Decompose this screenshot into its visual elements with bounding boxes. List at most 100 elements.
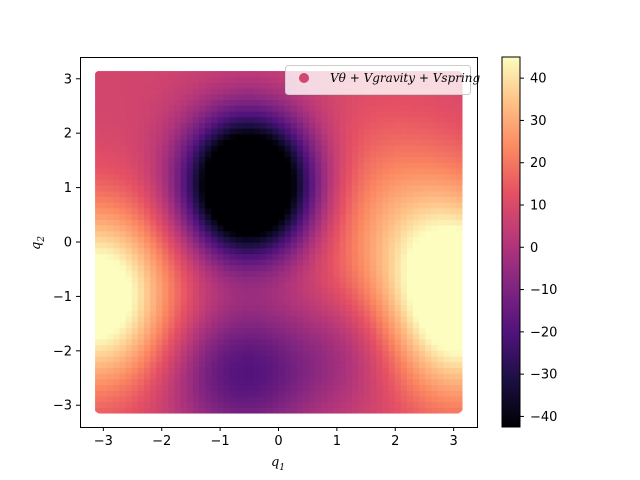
heatmap-cell: [229, 264, 237, 272]
heatmap-cell: [449, 128, 457, 135]
heatmap-cell: [113, 333, 121, 340]
heatmap-cell: [217, 145, 225, 152]
heatmap-cell: [217, 281, 225, 289]
heatmap-cell: [247, 304, 255, 311]
heatmap-cell: [272, 310, 280, 317]
heatmap-cell: [437, 247, 445, 254]
heatmap-cell: [217, 361, 225, 368]
heatmap-cell: [327, 355, 335, 363]
heatmap-cell: [443, 361, 451, 368]
colorbar-tick-label: 30: [530, 114, 547, 129]
heatmap-cell: [296, 213, 304, 220]
heatmap-cell: [199, 139, 206, 146]
heatmap-cell: [162, 93, 170, 101]
heatmap-cell: [290, 133, 298, 141]
heatmap-cell: [309, 395, 316, 403]
heatmap-cell: [266, 401, 273, 408]
heatmap-cell: [339, 185, 347, 192]
heatmap-cell: [180, 162, 188, 169]
heatmap-cell: [247, 373, 255, 380]
heatmap-cell: [339, 202, 347, 209]
heatmap-cell: [394, 384, 402, 391]
heatmap-cell: [260, 162, 267, 169]
heatmap-cell: [333, 327, 341, 334]
heatmap-cell: [455, 196, 463, 203]
heatmap-cell: [425, 390, 432, 397]
heatmap-cell: [419, 401, 426, 408]
heatmap-cell: [266, 230, 273, 237]
heatmap-cell: [296, 270, 304, 277]
heatmap-cell: [143, 298, 151, 306]
heatmap-cell: [143, 230, 151, 237]
heatmap-cell: [419, 253, 426, 260]
heatmap-cell: [272, 390, 280, 397]
heatmap-cell: [211, 259, 218, 266]
heatmap-cell: [223, 253, 231, 260]
heatmap-cell: [247, 167, 255, 175]
heatmap-cell: [309, 162, 316, 169]
heatmap-cell: [192, 196, 200, 203]
heatmap-cell: [125, 259, 133, 266]
heatmap-cell: [266, 179, 273, 186]
heatmap-cell: [431, 93, 439, 101]
heatmap-cell: [321, 310, 329, 317]
heatmap-cell: [290, 276, 298, 283]
heatmap-cell: [296, 116, 304, 123]
heatmap-cell: [143, 270, 151, 277]
heatmap-cell: [376, 384, 384, 391]
heatmap-cell: [174, 333, 182, 340]
heatmap-cell: [370, 361, 377, 368]
heatmap-cell: [131, 139, 139, 146]
heatmap-cell: [131, 298, 139, 306]
heatmap-cell: [254, 71, 261, 78]
heatmap-cell: [400, 321, 408, 329]
heatmap-cell: [394, 162, 402, 169]
heatmap-cell: [101, 236, 108, 243]
heatmap-cell: [168, 304, 176, 311]
heatmap-cell: [150, 350, 157, 357]
heatmap-cell: [290, 139, 298, 146]
heatmap-cell: [431, 338, 439, 346]
heatmap-cell: [174, 150, 182, 158]
heatmap-cell: [247, 259, 255, 266]
heatmap-cell: [357, 179, 365, 186]
heatmap-cell: [449, 224, 457, 232]
heatmap-cell: [394, 259, 402, 266]
heatmap-cell: [388, 139, 396, 146]
heatmap-cell: [419, 270, 426, 277]
heatmap-cell: [186, 264, 194, 272]
heatmap-cell: [425, 373, 432, 380]
heatmap-cell: [431, 304, 439, 311]
heatmap-cell: [333, 196, 341, 203]
heatmap-cell: [107, 139, 115, 146]
heatmap-cell: [156, 298, 163, 306]
heatmap-cell: [180, 139, 188, 146]
heatmap-cell: [272, 327, 280, 334]
heatmap-cell: [388, 145, 396, 152]
heatmap-cell: [321, 173, 329, 180]
heatmap-cell: [376, 361, 384, 368]
heatmap-cell: [278, 93, 286, 101]
heatmap-cell: [413, 276, 420, 283]
heatmap-cell: [309, 390, 316, 397]
heatmap-cell: [150, 116, 157, 123]
heatmap-cell: [168, 395, 176, 403]
heatmap-cell: [131, 105, 139, 112]
heatmap-cell: [95, 287, 102, 294]
heatmap-cell: [241, 276, 249, 283]
heatmap-cell: [211, 401, 218, 408]
heatmap-cell: [162, 190, 170, 198]
heatmap-cell: [205, 139, 212, 146]
heatmap-cell: [143, 207, 151, 215]
heatmap-cell: [425, 133, 432, 141]
heatmap-cell: [394, 281, 402, 289]
heatmap-cell: [156, 338, 163, 346]
heatmap-cell: [107, 150, 115, 158]
heatmap-cell: [192, 367, 200, 374]
heatmap-cell: [357, 395, 365, 403]
heatmap-cell: [211, 207, 218, 215]
heatmap-cell: [107, 82, 115, 89]
heatmap-cell: [400, 350, 408, 357]
heatmap-cell: [95, 219, 102, 226]
heatmap-cell: [339, 293, 347, 300]
